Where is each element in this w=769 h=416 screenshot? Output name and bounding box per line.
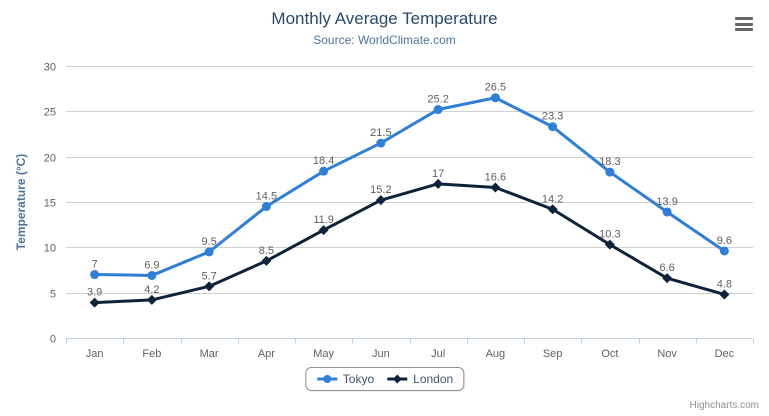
x-axis-label: Feb <box>142 348 161 360</box>
x-axis-label: Mar <box>200 348 219 360</box>
x-axis-label: Jul <box>431 348 445 360</box>
data-point-tokyo[interactable] <box>662 207 672 217</box>
data-label-london: 4.2 <box>144 284 159 296</box>
data-label-tokyo: 13.9 <box>656 196 677 208</box>
tokyo-series-marker-icon <box>316 375 337 383</box>
london-series-marker-icon <box>387 374 408 384</box>
data-label-london: 16.6 <box>485 171 506 183</box>
y-axis-tick-label: 25 <box>44 107 56 119</box>
data-point-london[interactable] <box>204 281 215 292</box>
data-label-tokyo: 9.5 <box>201 236 216 248</box>
data-point-london[interactable] <box>261 255 272 266</box>
data-point-london[interactable] <box>89 297 100 308</box>
data-label-tokyo: 9.6 <box>717 235 732 247</box>
data-label-tokyo: 7 <box>92 259 98 271</box>
data-point-london[interactable] <box>490 182 501 193</box>
y-axis-tick-label: 15 <box>44 198 56 210</box>
legend: Tokyo London <box>304 367 465 391</box>
data-label-tokyo: 18.4 <box>313 155 334 167</box>
highcharts-credits-link[interactable]: Highcharts.com <box>689 400 759 411</box>
chart-title: Monthly Average Temperature <box>271 9 498 28</box>
data-label-london: 15.2 <box>370 184 391 196</box>
legend-item-tokyo[interactable]: Tokyo <box>316 372 374 386</box>
data-label-london: 5.7 <box>201 270 216 282</box>
data-point-london[interactable] <box>604 239 615 250</box>
data-label-london: 10.3 <box>599 229 620 241</box>
y-axis-tick-label: 30 <box>44 62 56 74</box>
data-point-tokyo[interactable] <box>719 246 729 256</box>
data-point-london[interactable] <box>547 204 558 215</box>
data-point-tokyo[interactable] <box>376 138 386 148</box>
data-label-london: 11.9 <box>313 214 334 226</box>
y-axis-tick-label: 10 <box>44 243 56 255</box>
x-axis-label: Jun <box>372 348 390 360</box>
data-label-london: 8.5 <box>259 245 274 257</box>
x-axis-label: Oct <box>601 348 618 360</box>
hamburger-menu-icon <box>735 17 753 31</box>
data-point-london[interactable] <box>318 225 329 236</box>
x-axis-label: Aug <box>486 348 506 360</box>
data-label-tokyo: 25.2 <box>427 94 448 106</box>
x-axis-label: Dec <box>715 348 735 360</box>
data-label-london: 3.9 <box>87 287 102 299</box>
y-axis-tick-label: 0 <box>50 334 56 346</box>
data-label-london: 4.8 <box>717 278 732 290</box>
export-menu-button[interactable] <box>735 17 753 31</box>
data-label-london: 14.2 <box>542 193 563 205</box>
data-point-london[interactable] <box>375 195 386 206</box>
x-axis-label: May <box>313 348 334 360</box>
x-axis-label: Jan <box>86 348 104 360</box>
data-point-london[interactable] <box>433 178 444 189</box>
data-point-tokyo[interactable] <box>204 247 214 257</box>
data-point-tokyo[interactable] <box>90 270 100 280</box>
data-point-tokyo[interactable] <box>147 270 157 280</box>
series-line-tokyo <box>93 96 726 277</box>
data-label-tokyo: 23.3 <box>542 111 563 123</box>
data-label-tokyo: 14.5 <box>256 191 277 203</box>
x-axis-label: Nov <box>657 348 677 360</box>
data-label-tokyo: 21.5 <box>370 127 391 139</box>
data-point-tokyo[interactable] <box>261 202 271 212</box>
data-point-london[interactable] <box>662 273 673 284</box>
y-axis-title: Temperature (°C) <box>14 154 28 251</box>
chart-subtitle: Source: WorldClimate.com <box>313 33 456 47</box>
data-point-tokyo[interactable] <box>605 167 615 177</box>
data-label-tokyo: 18.3 <box>599 156 620 168</box>
data-point-london[interactable] <box>146 294 157 305</box>
x-axis-label: Apr <box>258 348 275 360</box>
data-point-tokyo[interactable] <box>548 122 558 132</box>
data-label-london: 6.6 <box>659 262 674 274</box>
x-axis-label: Sep <box>543 348 563 360</box>
legend-item-london[interactable]: London <box>386 372 453 386</box>
legend-label-tokyo: Tokyo <box>342 372 375 386</box>
y-axis-tick-label: 5 <box>50 289 56 301</box>
data-point-london[interactable] <box>719 289 730 300</box>
data-label-london: 17 <box>432 168 444 180</box>
data-label-tokyo: 26.5 <box>485 82 506 94</box>
y-axis-tick-label: 20 <box>44 153 56 165</box>
series-line-london <box>93 182 726 305</box>
data-point-tokyo[interactable] <box>319 166 329 176</box>
legend-label-london: London <box>413 372 454 386</box>
data-point-tokyo[interactable] <box>490 93 500 103</box>
data-point-tokyo[interactable] <box>433 105 443 115</box>
data-label-tokyo: 6.9 <box>144 259 159 271</box>
